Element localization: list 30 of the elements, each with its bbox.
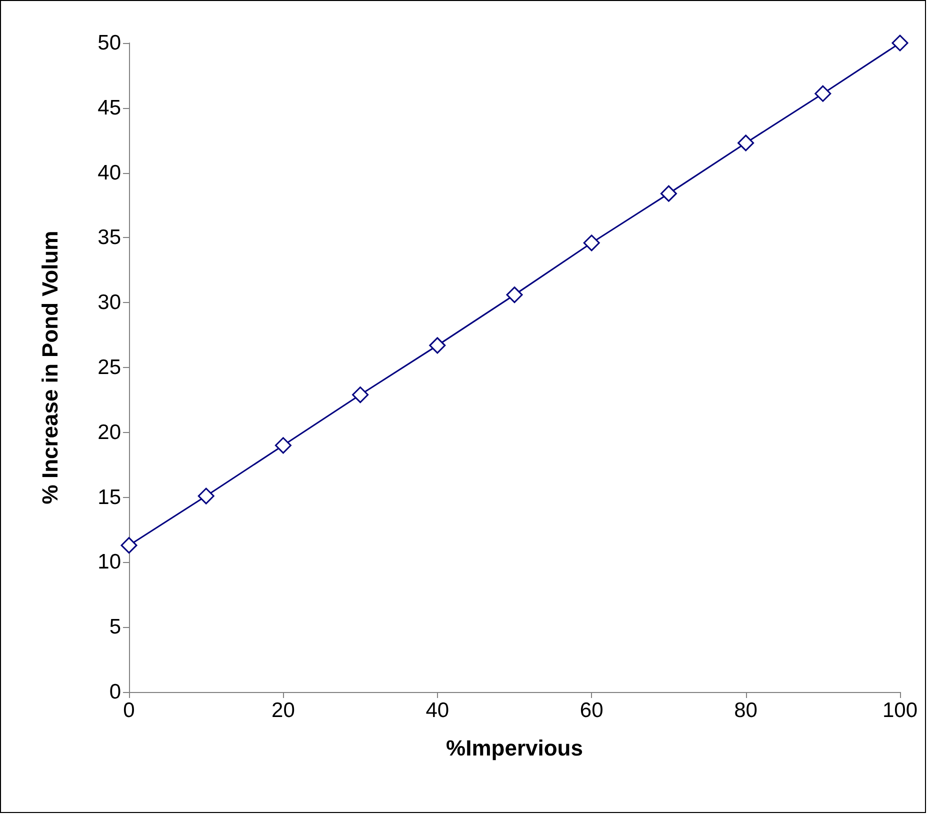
y-tick-label: 5 (109, 616, 121, 639)
y-tick-label: 45 (98, 96, 121, 120)
point (814, 85, 832, 102)
x-tick-label: 20 (272, 699, 295, 722)
y-tick-label: 40 (98, 161, 121, 184)
point (198, 488, 214, 504)
x-tick-label: 100 (882, 699, 918, 722)
y-tick-label: 25 (98, 356, 121, 379)
x-axis-title: %Impervious (446, 736, 583, 760)
point (274, 437, 292, 454)
point (660, 185, 677, 202)
y-tick-label: 10 (98, 550, 121, 574)
point (892, 34, 908, 52)
point (506, 286, 523, 304)
y-tick-label: 20 (98, 420, 121, 444)
point (738, 134, 754, 152)
y-tick-label: 35 (98, 226, 121, 250)
x-tick-label: 40 (426, 699, 450, 722)
point (120, 537, 138, 554)
y-tick-label: 30 (98, 291, 121, 314)
point (429, 337, 446, 354)
point (352, 386, 369, 404)
x-tick-label: 80 (734, 699, 758, 722)
y-tick-label: 50 (98, 32, 121, 54)
x-tick-label: 60 (580, 699, 604, 722)
y-tick-label: 15 (98, 486, 121, 509)
y-axis-title: % Increase in Pond Volum (38, 230, 62, 504)
x-tick-label: 0 (123, 699, 135, 722)
y-tick-label: 0 (109, 680, 121, 704)
point (583, 234, 600, 252)
